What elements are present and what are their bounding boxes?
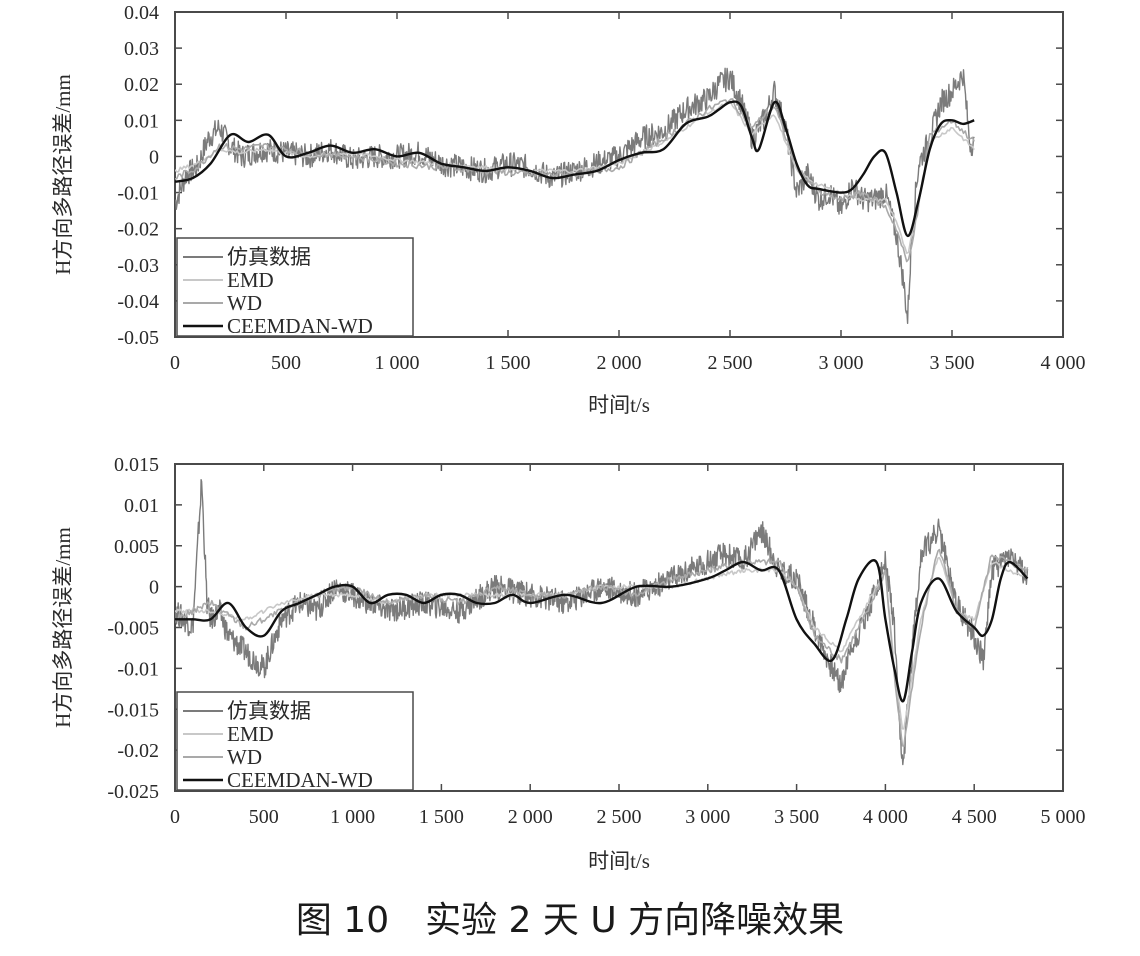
bottom-x-tick-label: 0 — [170, 806, 180, 828]
bottom-plot-area: 0 500 1 000 1 500 2 000 2 500 3 000 3 500 4 000 4… — [107, 454, 1085, 828]
top-y-tick-label: 0.01 — [124, 110, 159, 132]
bottom-x-tick-label: 1 000 — [330, 806, 375, 828]
bottom-x-tick-label: 4 000 — [863, 806, 908, 828]
top-y-tick-label: -0.03 — [117, 255, 159, 277]
bottom-y-tick-label: 0.015 — [114, 454, 159, 476]
bottom-series-wd-line — [175, 548, 1029, 748]
bottom-y-axis-label: H方向多路径误差/mm — [51, 527, 75, 728]
bottom-legend-label: EMD — [227, 722, 274, 746]
top-series-ceemdan-line — [175, 100, 975, 238]
bottom-chart-panel: 0 500 1 000 1 500 2 000 2 500 3 000 3 500 4 000 4… — [51, 454, 1086, 873]
bottom-x-tick-label: 5 000 — [1041, 806, 1086, 828]
top-legend-label: WD — [227, 291, 262, 315]
bottom-legend-box — [176, 691, 414, 791]
bottom-legend-label: CEEMDAN-WD — [227, 768, 373, 792]
bottom-y-tick-label: -0.02 — [117, 740, 159, 762]
top-y-tick-label: -0.04 — [117, 291, 159, 313]
bottom-y-tick-label: -0.01 — [117, 658, 159, 680]
top-y-tick-label: -0.01 — [117, 183, 159, 205]
figure-caption: 图 10 实验 2 天 U 方向降噪效果 — [296, 900, 844, 941]
top-series-raw-line — [175, 67, 975, 324]
top-y-tick-label: 0.02 — [124, 74, 159, 96]
top-y-tick-label: 0 — [149, 146, 159, 168]
bottom-y-tick-label: 0.005 — [114, 536, 159, 558]
top-x-tick-label: 2 500 — [708, 352, 753, 374]
top-x-tick-label: 3 000 — [819, 352, 864, 374]
bottom-y-tick-label: -0.015 — [107, 699, 159, 721]
top-y-tick-label: 0.03 — [124, 38, 159, 60]
top-x-tick-label: 500 — [271, 352, 301, 374]
bottom-x-tick-label: 3 500 — [774, 806, 819, 828]
top-series-wd-line — [175, 98, 975, 263]
top-x-tick-label: 3 500 — [930, 352, 975, 374]
top-y-axis-label: H方向多路径误差/mm — [51, 74, 75, 275]
top-legend-label: 仿真数据 — [227, 245, 311, 269]
bottom-series-raw-line — [175, 479, 1029, 766]
top-x-tick-label: 0 — [170, 352, 180, 374]
top-plot-area: 0 500 1 000 1 500 2 000 2 500 3 000 3 500 4 000 -… — [117, 2, 1085, 374]
bottom-x-tick-label: 500 — [249, 806, 279, 828]
top-legend-label: EMD — [227, 268, 274, 292]
top-chart-panel: 0 500 1 000 1 500 2 000 2 500 3 000 3 500 4 000 -… — [51, 2, 1086, 417]
bottom-x-tick-label: 2 500 — [597, 806, 642, 828]
bottom-y-tick-label: -0.025 — [107, 781, 159, 803]
top-legend-label: CEEMDAN-WD — [227, 314, 373, 338]
top-series-group — [175, 67, 975, 324]
top-x-axis-label: 时间t/s — [588, 393, 650, 417]
top-x-tick-label: 4 000 — [1041, 352, 1086, 374]
bottom-y-tick-label: 0.01 — [124, 495, 159, 517]
bottom-y-tick-label: 0 — [149, 577, 159, 599]
bottom-legend-label: 仿真数据 — [227, 699, 311, 723]
top-series-emd-line — [175, 100, 975, 254]
top-x-tick-label: 1 500 — [486, 352, 531, 374]
bottom-x-tick-label: 1 500 — [419, 806, 464, 828]
top-x-tick-label: 1 000 — [375, 352, 420, 374]
bottom-x-tick-label: 3 000 — [685, 806, 730, 828]
bottom-series-group — [175, 479, 1029, 766]
bottom-series-ceemdan-line — [175, 559, 1029, 703]
top-x-tick-label: 2 000 — [597, 352, 642, 374]
top-legend-box — [176, 237, 414, 337]
top-y-tick-label: -0.02 — [117, 219, 159, 241]
bottom-x-tick-label: 4 500 — [952, 806, 997, 828]
bottom-x-tick-label: 2 000 — [508, 806, 553, 828]
bottom-legend-label: WD — [227, 745, 262, 769]
top-y-tick-label: 0.04 — [124, 2, 159, 24]
bottom-y-tick-label: -0.005 — [107, 618, 159, 640]
top-y-tick-label: -0.05 — [117, 327, 159, 349]
bottom-x-axis-label: 时间t/s — [588, 849, 650, 873]
